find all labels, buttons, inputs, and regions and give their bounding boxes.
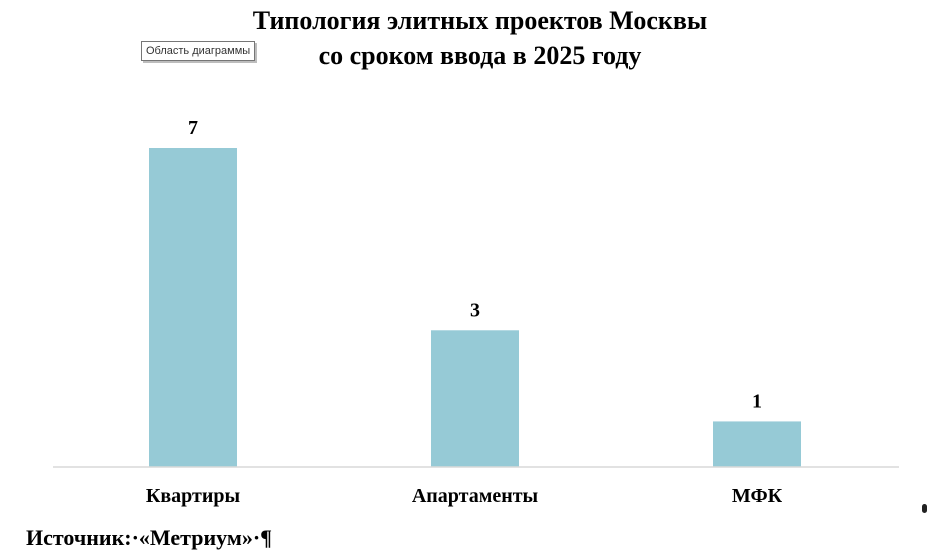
category-label-3: МФК [732,485,783,507]
bar-1[interactable] [149,148,237,467]
labels-layer: 7 Квартиры 3 Апартаменты 1 МФК [146,117,783,507]
chart-title-line2: со сроком ввода в 2025 году [318,41,642,70]
category-label-1: Квартиры [146,485,241,507]
stray-mark [922,504,927,513]
category-label-2: Апартаменты [412,485,539,507]
bars-layer [149,148,801,467]
chart-title-line1: Типология элитных проектов Москвы [252,6,708,35]
data-label-3: 1 [752,390,762,412]
chart-area-tooltip: Область диаграммы [141,41,256,61]
data-label-2: 3 [470,299,480,321]
bar-2[interactable] [431,330,519,467]
source-note: Источник:·«Метриум»·¶ [26,525,273,550]
chart-plot[interactable]: 7 Квартиры 3 Апартаменты 1 МФК [0,0,927,520]
bar-3[interactable] [713,421,801,467]
data-label-1: 7 [188,117,198,139]
